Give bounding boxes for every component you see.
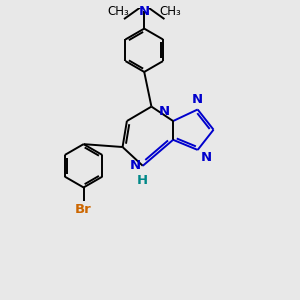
Text: N: N — [139, 5, 150, 18]
Text: Br: Br — [75, 203, 92, 216]
Text: N: N — [200, 152, 212, 164]
Text: N: N — [158, 105, 169, 118]
Text: CH₃: CH₃ — [107, 4, 129, 18]
Text: H: H — [137, 175, 148, 188]
Text: CH₃: CH₃ — [159, 4, 181, 18]
Text: N: N — [192, 93, 203, 106]
Text: N: N — [130, 159, 141, 172]
